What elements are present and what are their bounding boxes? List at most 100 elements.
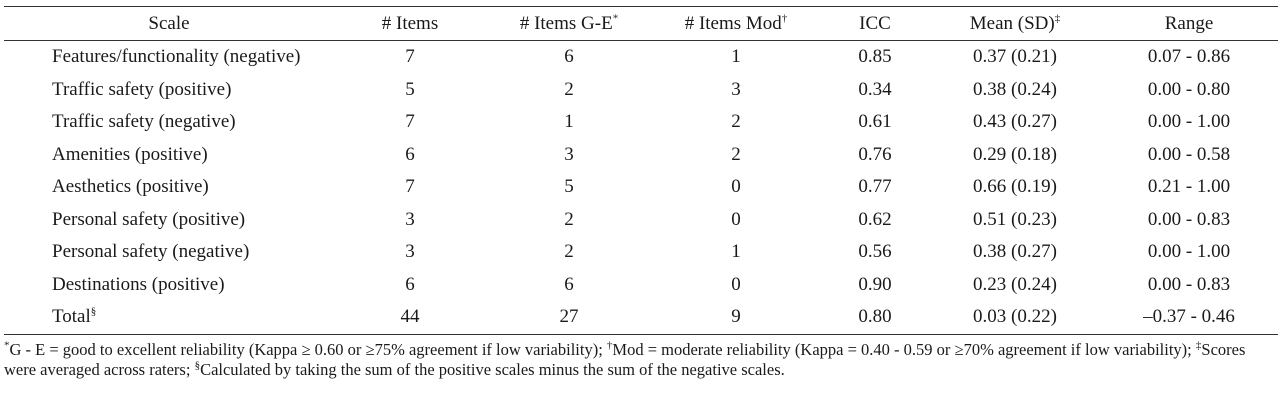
cell-range: 0.00 - 0.83 bbox=[1147, 273, 1231, 295]
footnote-mark-1: * bbox=[4, 339, 10, 352]
cell-mean-sd: 0.29 (0.18) bbox=[973, 143, 1057, 165]
cell-items: 6 bbox=[405, 143, 415, 165]
cell-items-mod: 3 bbox=[731, 78, 741, 100]
cell-icc: 0.90 bbox=[858, 273, 892, 295]
cell-icc: 0.62 bbox=[858, 208, 892, 230]
header-items-ge-label: # Items G-E bbox=[519, 12, 613, 34]
footnote-mark-4: § bbox=[194, 359, 201, 372]
footnote-mark-3: ‡ bbox=[1195, 339, 1202, 352]
cell-items-ge: 1 bbox=[564, 111, 574, 133]
cell-mean-sd-total: 0.03 (0.22) bbox=[930, 301, 1100, 335]
header-icc: ICC bbox=[820, 6, 930, 41]
cell-items-mod: 0 bbox=[731, 176, 741, 198]
cell-range-total: –0.37 - 0.46 bbox=[1100, 301, 1278, 335]
header-mean-sd: Mean (SD)‡ bbox=[930, 6, 1100, 41]
total-row: Total§ 44 27 9 0.80 0.03 (0.22) –0.37 - … bbox=[4, 301, 1278, 335]
cell-scale: Amenities (positive) bbox=[52, 143, 208, 165]
cell-items-ge: 2 bbox=[564, 241, 574, 263]
cell-items-mod: 0 bbox=[731, 208, 741, 230]
cell-items: 3 bbox=[405, 241, 415, 263]
table-row: Personal safety (positive) 3 2 0 0.62 0.… bbox=[4, 204, 1278, 237]
table-row: Traffic safety (negative) 7 1 2 0.61 0.4… bbox=[4, 106, 1278, 139]
cell-icc-total: 0.80 bbox=[820, 301, 930, 335]
total-mark: § bbox=[90, 305, 97, 318]
cell-items-ge: 2 bbox=[564, 78, 574, 100]
footnote-text-4: Calculated by taking the sum of the posi… bbox=[200, 360, 785, 379]
cell-icc: 0.34 bbox=[858, 78, 892, 100]
cell-items-ge: 5 bbox=[564, 176, 574, 198]
cell-items: 7 bbox=[405, 176, 415, 198]
header-items-mod: # Items Mod† bbox=[652, 6, 820, 41]
cell-items-mod: 2 bbox=[731, 111, 741, 133]
cell-mean-sd: 0.38 (0.24) bbox=[973, 78, 1057, 100]
table-footnotes: *G - E = good to excellent reliability (… bbox=[4, 340, 1276, 380]
cell-items-total: 44 bbox=[334, 301, 486, 335]
cell-icc: 0.61 bbox=[858, 111, 892, 133]
cell-mean-sd: 0.23 (0.24) bbox=[973, 273, 1057, 295]
cell-range: 0.00 - 0.83 bbox=[1147, 208, 1231, 230]
table-row: Traffic safety (positive) 5 2 3 0.34 0.3… bbox=[4, 74, 1278, 107]
cell-items-ge: 3 bbox=[564, 143, 574, 165]
cell-icc: 0.56 bbox=[858, 241, 892, 263]
cell-items-mod: 1 bbox=[731, 46, 741, 68]
cell-items-mod: 1 bbox=[731, 241, 741, 263]
footnote-mark-2: † bbox=[606, 339, 613, 352]
cell-scale: Personal safety (negative) bbox=[52, 241, 250, 263]
cell-items: 7 bbox=[405, 111, 415, 133]
cell-items-ge-total: 27 bbox=[486, 301, 652, 335]
cell-range: 0.00 - 0.80 bbox=[1147, 78, 1231, 100]
cell-range: 0.00 - 0.58 bbox=[1147, 143, 1231, 165]
cell-items-ge: 6 bbox=[564, 273, 574, 295]
cell-scale: Aesthetics (positive) bbox=[52, 176, 209, 198]
header-items-mod-label: # Items Mod bbox=[684, 12, 782, 34]
cell-items: 3 bbox=[405, 208, 415, 230]
cell-range: 0.21 - 1.00 bbox=[1147, 176, 1231, 198]
cell-icc: 0.77 bbox=[858, 176, 892, 198]
header-range: Range bbox=[1100, 6, 1278, 41]
cell-mean-sd: 0.43 (0.27) bbox=[973, 111, 1057, 133]
header-items-ge: # Items G-E* bbox=[486, 6, 652, 41]
cell-mean-sd: 0.37 (0.21) bbox=[973, 46, 1057, 68]
cell-mean-sd: 0.51 (0.23) bbox=[973, 208, 1057, 230]
reliability-table: Scale # Items # Items G-E* # Items Mod† … bbox=[4, 6, 1278, 335]
table-row: Personal safety (negative) 3 2 1 0.56 0.… bbox=[4, 236, 1278, 269]
cell-icc: 0.76 bbox=[858, 143, 892, 165]
table-row: Aesthetics (positive) 7 5 0 0.77 0.66 (0… bbox=[4, 171, 1278, 204]
cell-scale: Traffic safety (positive) bbox=[52, 78, 232, 100]
cell-items-mod: 2 bbox=[731, 143, 741, 165]
cell-range: 0.00 - 1.00 bbox=[1147, 241, 1231, 263]
header-mean-sd-mark: ‡ bbox=[1054, 12, 1061, 25]
header-mean-sd-label: Mean (SD) bbox=[969, 12, 1055, 34]
cell-mean-sd: 0.66 (0.19) bbox=[973, 176, 1057, 198]
table-row: Features/functionality (negative) 7 6 1 … bbox=[4, 41, 1278, 74]
cell-scale: Traffic safety (negative) bbox=[52, 111, 236, 133]
header-items-ge-mark: * bbox=[612, 12, 619, 25]
cell-scale: Destinations (positive) bbox=[52, 273, 225, 295]
cell-items-ge: 6 bbox=[564, 46, 574, 68]
cell-items: 5 bbox=[405, 78, 415, 100]
cell-mean-sd: 0.38 (0.27) bbox=[973, 241, 1057, 263]
footnote-text-1: G - E = good to excellent reliability (K… bbox=[9, 340, 607, 359]
cell-items: 7 bbox=[405, 46, 415, 68]
header-scale: Scale bbox=[4, 6, 334, 41]
table-body: Features/functionality (negative) 7 6 1 … bbox=[4, 41, 1278, 335]
cell-items-ge: 2 bbox=[564, 208, 574, 230]
table-header: Scale # Items # Items G-E* # Items Mod† … bbox=[4, 6, 1278, 41]
cell-items-mod-total: 9 bbox=[652, 301, 820, 335]
footnote-text-2: Mod = moderate reliability (Kappa = 0.40… bbox=[612, 340, 1196, 359]
total-label: Total bbox=[52, 306, 91, 328]
table-row: Destinations (positive) 6 6 0 0.90 0.23 … bbox=[4, 269, 1278, 302]
cell-scale: Features/functionality (negative) bbox=[52, 46, 301, 68]
table-row: Amenities (positive) 6 3 2 0.76 0.29 (0.… bbox=[4, 139, 1278, 172]
header-items-mod-mark: † bbox=[781, 12, 788, 25]
cell-icc: 0.85 bbox=[858, 46, 892, 68]
cell-range: 0.07 - 0.86 bbox=[1147, 46, 1231, 68]
cell-items-mod: 0 bbox=[731, 273, 741, 295]
cell-items: 6 bbox=[405, 273, 415, 295]
cell-range: 0.00 - 1.00 bbox=[1147, 111, 1231, 133]
cell-scale-total: Total§ bbox=[4, 301, 334, 335]
header-items: # Items bbox=[334, 6, 486, 41]
cell-scale: Personal safety (positive) bbox=[52, 208, 246, 230]
footnote-text-3: Scores were averaged across raters; bbox=[4, 340, 1246, 379]
